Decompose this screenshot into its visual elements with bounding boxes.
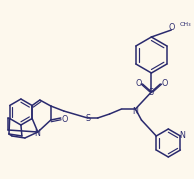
Text: O: O: [168, 23, 174, 32]
Text: S: S: [149, 88, 154, 96]
Text: CH₃: CH₃: [179, 21, 191, 26]
Text: N: N: [34, 129, 40, 139]
Text: O: O: [61, 115, 68, 124]
Text: N: N: [179, 132, 185, 141]
Text: O: O: [135, 79, 142, 88]
Text: O: O: [161, 79, 168, 88]
Text: S: S: [85, 113, 90, 122]
Text: N: N: [133, 107, 138, 115]
